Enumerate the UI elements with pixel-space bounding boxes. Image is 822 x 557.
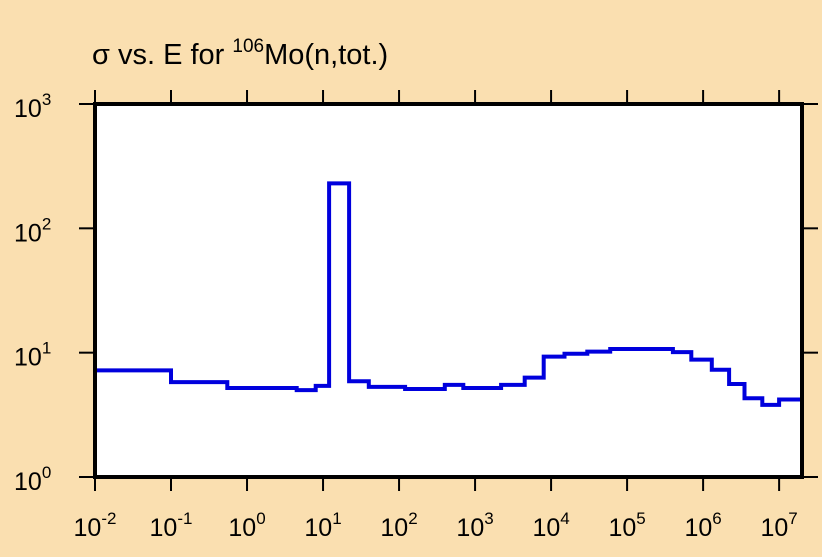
chart-title-tail: Mo(n,tot.) — [264, 39, 388, 71]
y-tick-label-base: 10 — [14, 219, 42, 247]
x-tick-label-base: 10 — [532, 514, 560, 542]
x-tick-label: 105 — [608, 509, 645, 542]
x-tick-label-exponent: 7 — [788, 509, 797, 528]
x-tick-label: 102 — [380, 509, 417, 542]
series-line — [93, 181, 804, 477]
y-tick-label-exponent: 3 — [42, 90, 51, 109]
x-tick-label-base: 10 — [228, 514, 256, 542]
y-tick-label: 100 — [14, 463, 51, 496]
y-tick-label: 103 — [14, 90, 51, 123]
x-tick-label-base: 10 — [74, 514, 102, 542]
x-tick-label-base: 10 — [304, 514, 332, 542]
x-tick-label-exponent: 6 — [712, 509, 721, 528]
x-tick-label-exponent: -2 — [101, 509, 116, 528]
x-tick-label-exponent: 5 — [636, 509, 645, 528]
axis-ticks — [79, 90, 818, 491]
x-tick-label: 10-2 — [74, 509, 117, 542]
x-tick-label-exponent: 4 — [560, 509, 569, 528]
x-tick-label: 10-1 — [150, 509, 193, 542]
x-tick-label-base: 10 — [380, 514, 408, 542]
x-tick-label-exponent: 1 — [332, 509, 341, 528]
x-tick-label-exponent: 3 — [484, 509, 493, 528]
y-tick-label: 101 — [14, 339, 51, 372]
x-tick-label: 101 — [304, 509, 341, 542]
x-tick-label: 103 — [456, 509, 493, 542]
y-tick-label-base: 10 — [14, 95, 42, 123]
plot-frame — [93, 102, 804, 479]
plot-area — [95, 104, 802, 477]
y-tick-label-base: 10 — [14, 468, 42, 496]
x-tick-label: 100 — [228, 509, 265, 542]
x-tick-label-base: 10 — [608, 514, 636, 542]
x-tick-label-base: 10 — [150, 514, 178, 542]
chart-title: σ vs. E for 106Mo(n,tot.) — [92, 36, 388, 71]
x-tick-label: 104 — [532, 509, 569, 542]
x-tick-label-exponent: 0 — [256, 509, 265, 528]
chart-title-superscript: 106 — [232, 36, 264, 57]
y-tick-label-base: 10 — [14, 344, 42, 372]
x-tick-label-base: 10 — [456, 514, 484, 542]
x-tick-label: 106 — [684, 509, 721, 542]
y-tick-label-exponent: 0 — [42, 463, 51, 482]
x-tick-label-exponent: -1 — [177, 509, 192, 528]
y-tick-label-exponent: 2 — [42, 214, 51, 233]
x-tick-label: 107 — [760, 509, 797, 542]
x-tick-label-base: 10 — [760, 514, 788, 542]
x-tick-label-base: 10 — [684, 514, 712, 542]
axis-tick-labels: 10-2 10-1 100 101 102 103 104 105 106 10710010110… — [14, 90, 798, 542]
chart-title-main: σ vs. E for — [92, 39, 232, 71]
y-tick-label-exponent: 1 — [42, 339, 51, 358]
y-tick-label: 102 — [14, 214, 51, 247]
x-tick-label-exponent: 2 — [408, 509, 417, 528]
